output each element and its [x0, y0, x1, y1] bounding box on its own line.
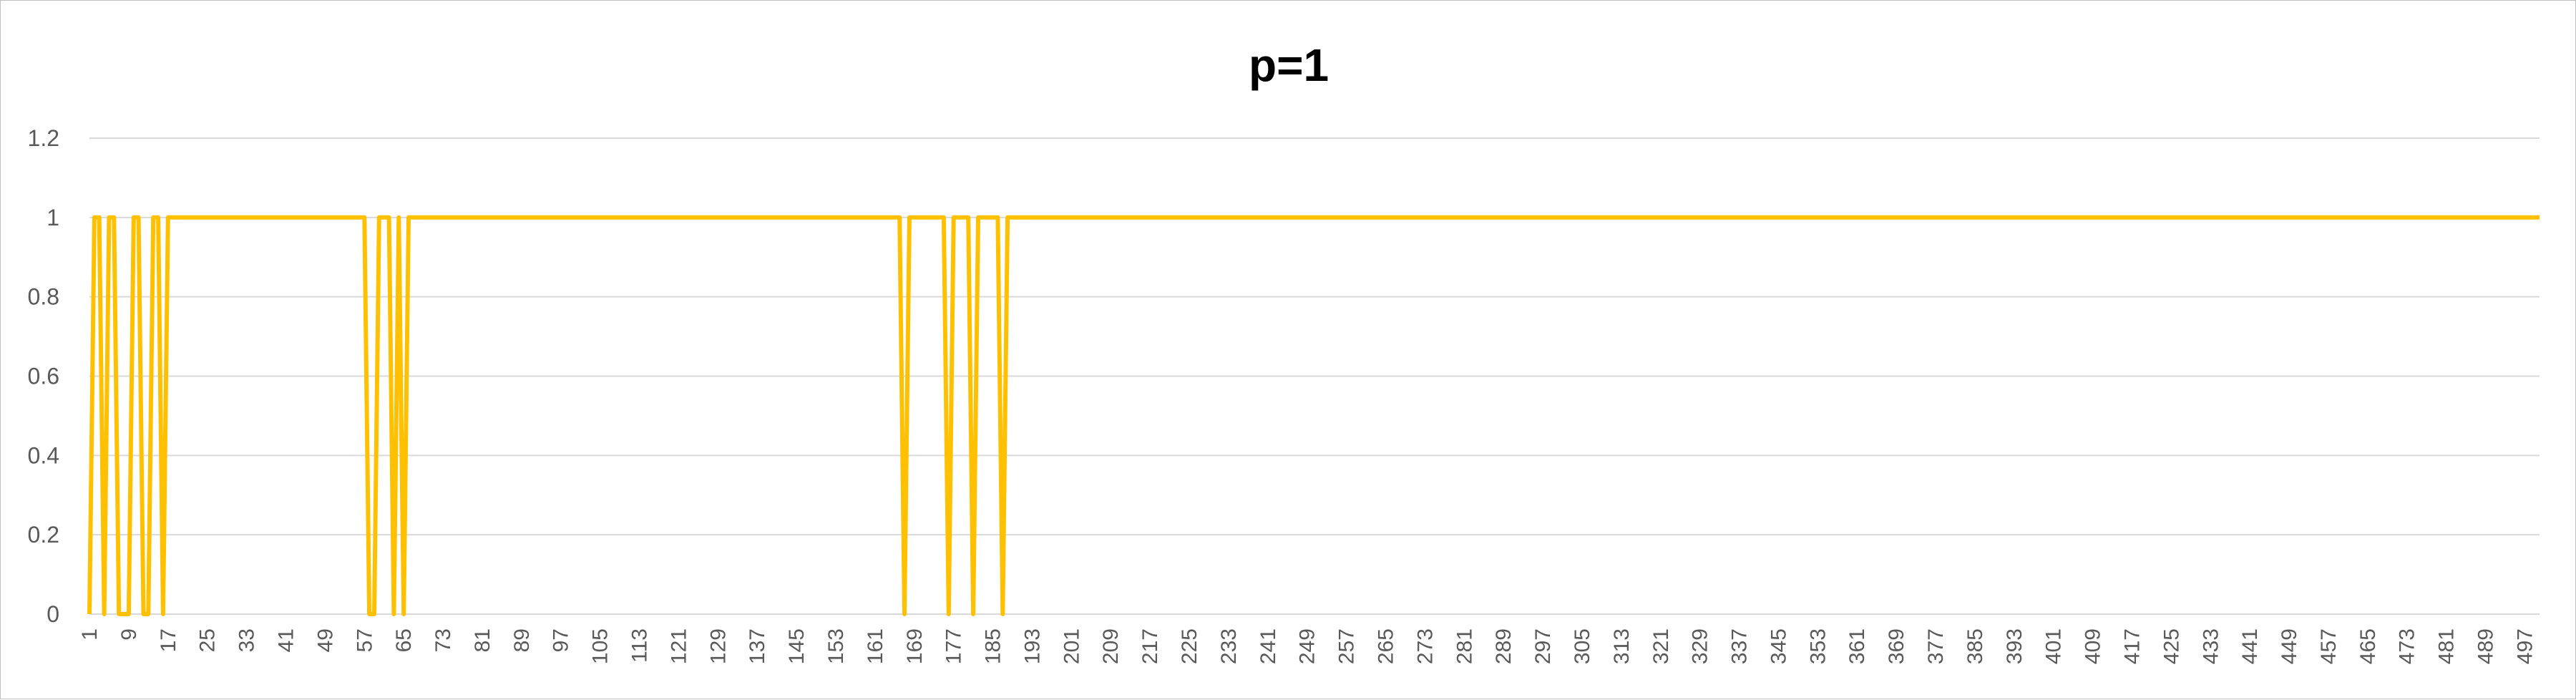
x-tick-label: 201	[1060, 628, 1083, 664]
x-tick-label: 329	[1689, 628, 1712, 664]
x-tick-label: 353	[1806, 628, 1830, 664]
x-tick-label: 137	[746, 628, 769, 664]
x-tick-label: 73	[431, 628, 455, 652]
series-line	[87, 215, 2540, 616]
x-tick-label: 441	[2238, 628, 2262, 664]
x-tick-label: 417	[2120, 628, 2144, 664]
x-tick-label: 225	[1178, 628, 1201, 664]
x-tick-label: 401	[2042, 628, 2066, 664]
series-layer	[87, 215, 2540, 616]
x-tick-label: 145	[785, 628, 809, 664]
x-tick-label: 489	[2474, 628, 2498, 664]
x-tick-label: 305	[1571, 628, 1594, 664]
x-tick-label: 265	[1374, 628, 1397, 664]
x-tick-label: 89	[510, 628, 534, 652]
x-tick-label: 289	[1492, 628, 1516, 664]
x-axis-tick-labels: 1 9 17 25 33 41 49 57 65 73 81 89 97 105 113 121 129 137 1…	[78, 628, 2537, 664]
y-tick-label: 0.6	[28, 364, 59, 389]
x-tick-label: 321	[1649, 628, 1673, 664]
x-tick-label: 409	[2082, 628, 2105, 664]
y-tick-label: 0	[47, 601, 59, 627]
x-tick-label: 193	[1020, 628, 1044, 664]
x-tick-label: 481	[2435, 628, 2459, 664]
x-tick-label: 57	[353, 628, 376, 652]
x-tick-label: 233	[1217, 628, 1241, 664]
x-tick-label: 9	[117, 628, 141, 641]
x-tick-label: 241	[1257, 628, 1280, 664]
x-tick-label: 169	[903, 628, 927, 664]
x-tick-label: 425	[2160, 628, 2183, 664]
x-tick-label: 105	[589, 628, 613, 664]
x-tick-label: 161	[864, 628, 887, 664]
x-tick-label: 41	[274, 628, 298, 652]
x-tick-label: 113	[628, 628, 652, 663]
x-tick-label: 65	[392, 628, 416, 652]
x-tick-label: 393	[2003, 628, 2026, 664]
x-tick-label: 257	[1335, 628, 1359, 664]
x-tick-label: 209	[1099, 628, 1123, 664]
x-tick-label: 433	[2199, 628, 2223, 664]
x-tick-label: 185	[982, 628, 1005, 664]
x-tick-label: 457	[2317, 628, 2341, 664]
chart-title: p=1	[1249, 39, 1329, 91]
x-tick-label: 97	[550, 628, 573, 652]
x-tick-label: 249	[1296, 628, 1319, 664]
x-tick-label: 297	[1531, 628, 1555, 664]
x-tick-label: 449	[2278, 628, 2301, 664]
x-tick-label: 281	[1453, 628, 1476, 664]
x-tick-label: 377	[1924, 628, 1948, 664]
x-tick-label: 217	[1138, 628, 1162, 664]
x-tick-label: 177	[942, 628, 966, 664]
x-tick-label: 473	[2396, 628, 2419, 664]
x-tick-label: 49	[313, 628, 337, 652]
y-axis-tick-labels: 0 0.2 0.4 0.6 0.8 1 1.2	[28, 125, 59, 627]
x-tick-label: 369	[1885, 628, 1908, 664]
x-tick-label: 153	[824, 628, 848, 664]
x-tick-label: 121	[667, 628, 691, 664]
x-tick-label: 465	[2356, 628, 2380, 664]
gridlines	[89, 137, 2540, 536]
x-tick-label: 385	[1963, 628, 1987, 664]
y-tick-label: 0.4	[28, 442, 59, 468]
y-tick-label: 0.2	[28, 522, 59, 548]
x-tick-label: 17	[157, 628, 180, 652]
x-tick-label: 337	[1728, 628, 1752, 664]
x-tick-label: 1	[78, 628, 102, 641]
x-tick-label: 129	[706, 628, 730, 664]
x-tick-label: 497	[2513, 628, 2537, 664]
x-tick-label: 81	[471, 628, 494, 652]
x-tick-label: 345	[1767, 628, 1790, 664]
y-tick-label: 1.2	[28, 125, 59, 151]
x-tick-label: 313	[1610, 628, 1634, 664]
x-tick-label: 33	[235, 628, 259, 652]
x-tick-label: 361	[1845, 628, 1869, 664]
y-tick-label: 1	[47, 205, 59, 230]
x-tick-label: 25	[196, 628, 220, 652]
x-tick-label: 273	[1413, 628, 1437, 664]
y-tick-label: 0.8	[28, 284, 59, 310]
